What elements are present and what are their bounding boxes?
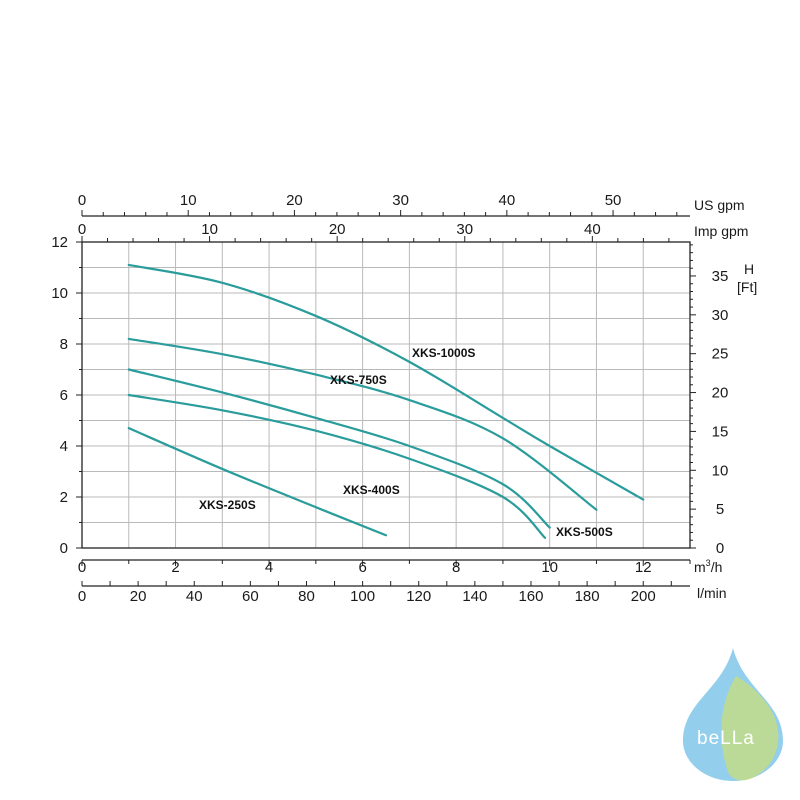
logo-text: beLLa	[697, 728, 755, 749]
bella-logo: beLLa	[683, 648, 783, 781]
x-lmin-tick-label: 100	[350, 588, 375, 605]
y-right-tick-label: 30	[712, 307, 729, 324]
ft-unit-label: [Ft]	[737, 279, 757, 295]
y-right-tick-label: 5	[716, 501, 724, 518]
y-right-tick-label: 15	[712, 423, 729, 440]
x-lmin-tick-label: 0	[78, 588, 86, 605]
m3h-unit-tail: /h	[711, 559, 723, 575]
x-lmin-tick-label: 20	[130, 588, 147, 605]
y-left-tick-label: 2	[60, 489, 68, 506]
series-label-xks-500s: XKS-500S	[556, 525, 613, 539]
x-lmin-tick-label: 160	[518, 588, 543, 605]
us-gpm-unit-label: US gpm	[694, 197, 745, 213]
series-label-xks-1000s: XKS-1000S	[412, 346, 475, 360]
y-left-tick-label: 0	[60, 540, 68, 557]
lmin-unit-label: l/min	[697, 585, 727, 601]
leaf-icon	[721, 676, 779, 781]
x-imp-gpm-tick-label: 0	[78, 221, 86, 238]
y-right-tick-label: 0	[716, 540, 724, 557]
m3h-unit-sup: 3	[706, 558, 711, 568]
x-us-gpm-tick-label: 30	[392, 192, 409, 209]
x-m3h-tick-label: 12	[635, 559, 652, 576]
x-imp-gpm-tick-label: 40	[584, 221, 601, 238]
x-m3h-tick-label: 6	[358, 559, 366, 576]
y-left-tick-label: 12	[51, 234, 68, 251]
x-lmin-tick-label: 200	[631, 588, 656, 605]
curve-xks-400s	[127, 393, 547, 539]
imp-gpm-unit-label: Imp gpm	[694, 223, 748, 239]
x-us-gpm-tick-label: 40	[499, 192, 516, 209]
y-right-tick-label: 10	[712, 462, 729, 479]
curve-xks-750s	[127, 337, 598, 511]
x-us-gpm-tick-label: 50	[605, 192, 622, 209]
y-right-tick-label: 35	[712, 268, 729, 285]
x-lmin-tick-label: 80	[298, 588, 315, 605]
x-imp-gpm-tick-label: 30	[456, 221, 473, 238]
grid-layer	[82, 242, 690, 548]
x-m3h-tick-label: 10	[541, 559, 558, 576]
x-lmin-tick-label: 140	[462, 588, 487, 605]
series-label-xks-250s: XKS-250S	[199, 498, 256, 512]
x-lmin-tick-label: 40	[186, 588, 203, 605]
x-m3h-tick-label: 2	[171, 559, 179, 576]
y-left-tick-label: 10	[51, 285, 68, 302]
y-right-tick-label: 25	[712, 346, 729, 363]
m3h-unit-label: m3/h	[694, 558, 722, 575]
curve-xks-500s	[127, 368, 551, 529]
curve-xks-1000s	[127, 263, 645, 501]
m3h-unit-base: m	[694, 559, 706, 575]
x-m3h-tick-label: 4	[265, 559, 273, 576]
curve-xks-250s	[127, 427, 388, 537]
x-imp-gpm-tick-label: 10	[201, 221, 218, 238]
x-m3h-tick-label: 0	[78, 559, 86, 576]
y-left-tick-label: 4	[60, 438, 68, 455]
x-us-gpm-tick-label: 10	[180, 192, 197, 209]
series-label-xks-400s: XKS-400S	[343, 483, 400, 497]
series-label-xks-750s: XKS-750S	[330, 373, 387, 387]
x-us-gpm-tick-label: 0	[78, 192, 86, 209]
y-left-tick-label: 6	[60, 387, 68, 404]
x-imp-gpm-tick-label: 20	[329, 221, 346, 238]
x-lmin-tick-label: 180	[575, 588, 600, 605]
x-lmin-tick-label: 60	[242, 588, 259, 605]
x-lmin-tick-label: 120	[406, 588, 431, 605]
curves-layer	[127, 263, 645, 539]
x-us-gpm-tick-label: 20	[286, 192, 303, 209]
h-unit-label: H	[744, 261, 754, 277]
axes-layer	[76, 210, 696, 587]
y-left-tick-label: 8	[60, 336, 68, 353]
x-m3h-tick-label: 8	[452, 559, 460, 576]
y-right-tick-label: 20	[712, 385, 729, 402]
